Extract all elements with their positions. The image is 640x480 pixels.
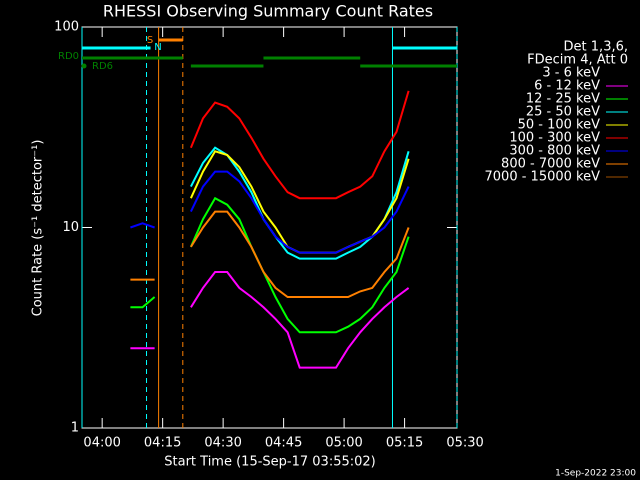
legend-label: 7000 - 15000 keV — [485, 170, 601, 185]
footer: 1-Sep-2022 23:00 — [555, 469, 636, 479]
legend-label: 12 - 25 keV — [526, 92, 600, 107]
y-tick-label: 100 — [54, 20, 79, 35]
x-tick-label: 04:45 — [265, 436, 302, 451]
series-line — [130, 210, 410, 298]
series-line — [189, 90, 410, 200]
x-tick-label: 04:15 — [144, 436, 181, 451]
legend-header: Det 1,3,6, — [564, 40, 628, 55]
x-tick-label: 04:30 — [204, 436, 241, 451]
flag-label: N — [154, 42, 161, 53]
flag-label: S — [147, 35, 153, 46]
series-line — [130, 196, 410, 334]
legend-label: 800 - 7000 keV — [501, 157, 600, 172]
flag-label: RD0 — [58, 51, 79, 62]
legend-label: 50 - 100 keV — [518, 118, 601, 133]
series-line — [130, 271, 410, 369]
x-tick-label: 05:30 — [446, 436, 483, 451]
legend-label: 300 - 800 keV — [509, 144, 600, 159]
y-tick-label: 1 — [71, 421, 79, 436]
legend-label: 25 - 50 keV — [526, 105, 600, 120]
chart-title: RHESSI Observing Summary Count Rates — [103, 2, 433, 21]
legend-header: FDecim 4, Att 0 — [527, 53, 628, 68]
x-tick-label: 04:00 — [83, 436, 120, 451]
series-line — [130, 170, 410, 254]
y-axis-label: Count Rate (s⁻¹ detector⁻¹) — [31, 140, 46, 317]
x-tick-label: 05:00 — [325, 436, 362, 451]
x-tick-label: 05:15 — [386, 436, 423, 451]
legend-label: 3 - 6 keV — [542, 66, 600, 81]
flag-label: RD6 — [92, 61, 113, 72]
flag-dot — [81, 63, 87, 69]
x-axis-label: Start Time (15-Sep-17 03:55:02) — [164, 455, 375, 470]
legend-label: 100 - 300 keV — [509, 131, 600, 146]
y-tick-label: 10 — [62, 220, 79, 235]
legend-label: 6 - 12 keV — [534, 79, 600, 94]
